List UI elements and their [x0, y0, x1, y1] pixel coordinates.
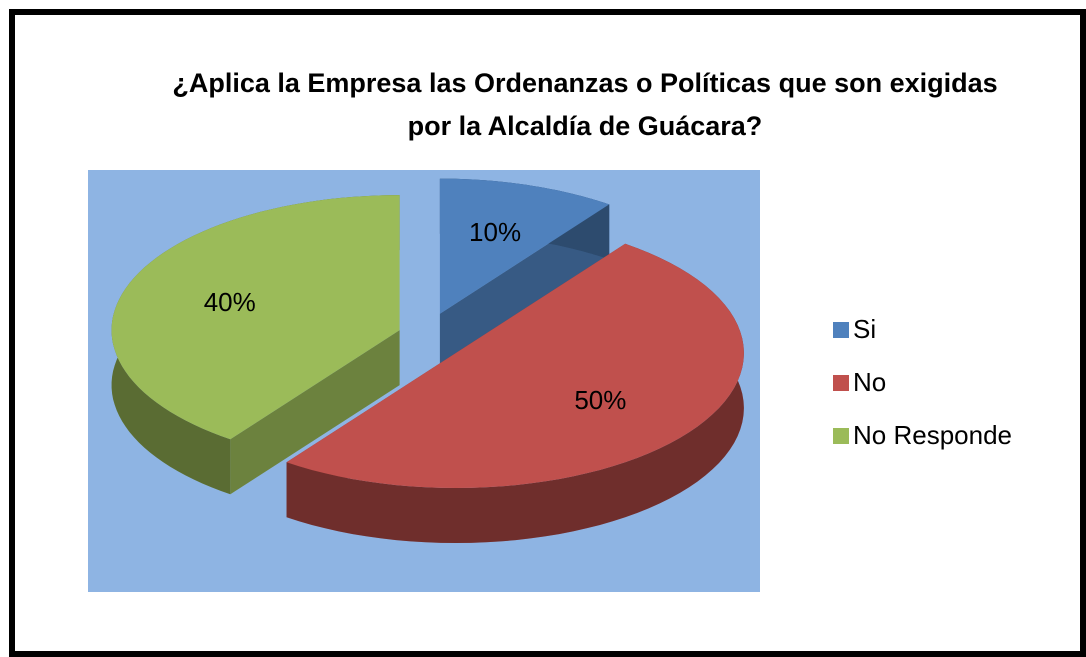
legend-swatch — [833, 322, 849, 338]
data-label: 50% — [574, 385, 626, 415]
slice — [286, 243, 744, 488]
legend-label: Si — [853, 314, 876, 344]
slice-side — [230, 330, 400, 495]
legend-label: No Responde — [853, 420, 1012, 450]
legend-label: No — [853, 367, 886, 397]
data-label: 10% — [469, 217, 521, 247]
slice — [439, 178, 610, 314]
slice-side-shade — [286, 243, 744, 544]
slice — [111, 195, 400, 440]
slice-side — [286, 243, 744, 544]
legend-swatch — [833, 428, 849, 444]
legend-swatch — [833, 375, 849, 391]
data-label: 40% — [204, 287, 256, 317]
slice-side-shade — [230, 330, 400, 495]
chart-title: ¿Aplica la Empresa las Ordenanzas o Polí… — [172, 68, 998, 141]
